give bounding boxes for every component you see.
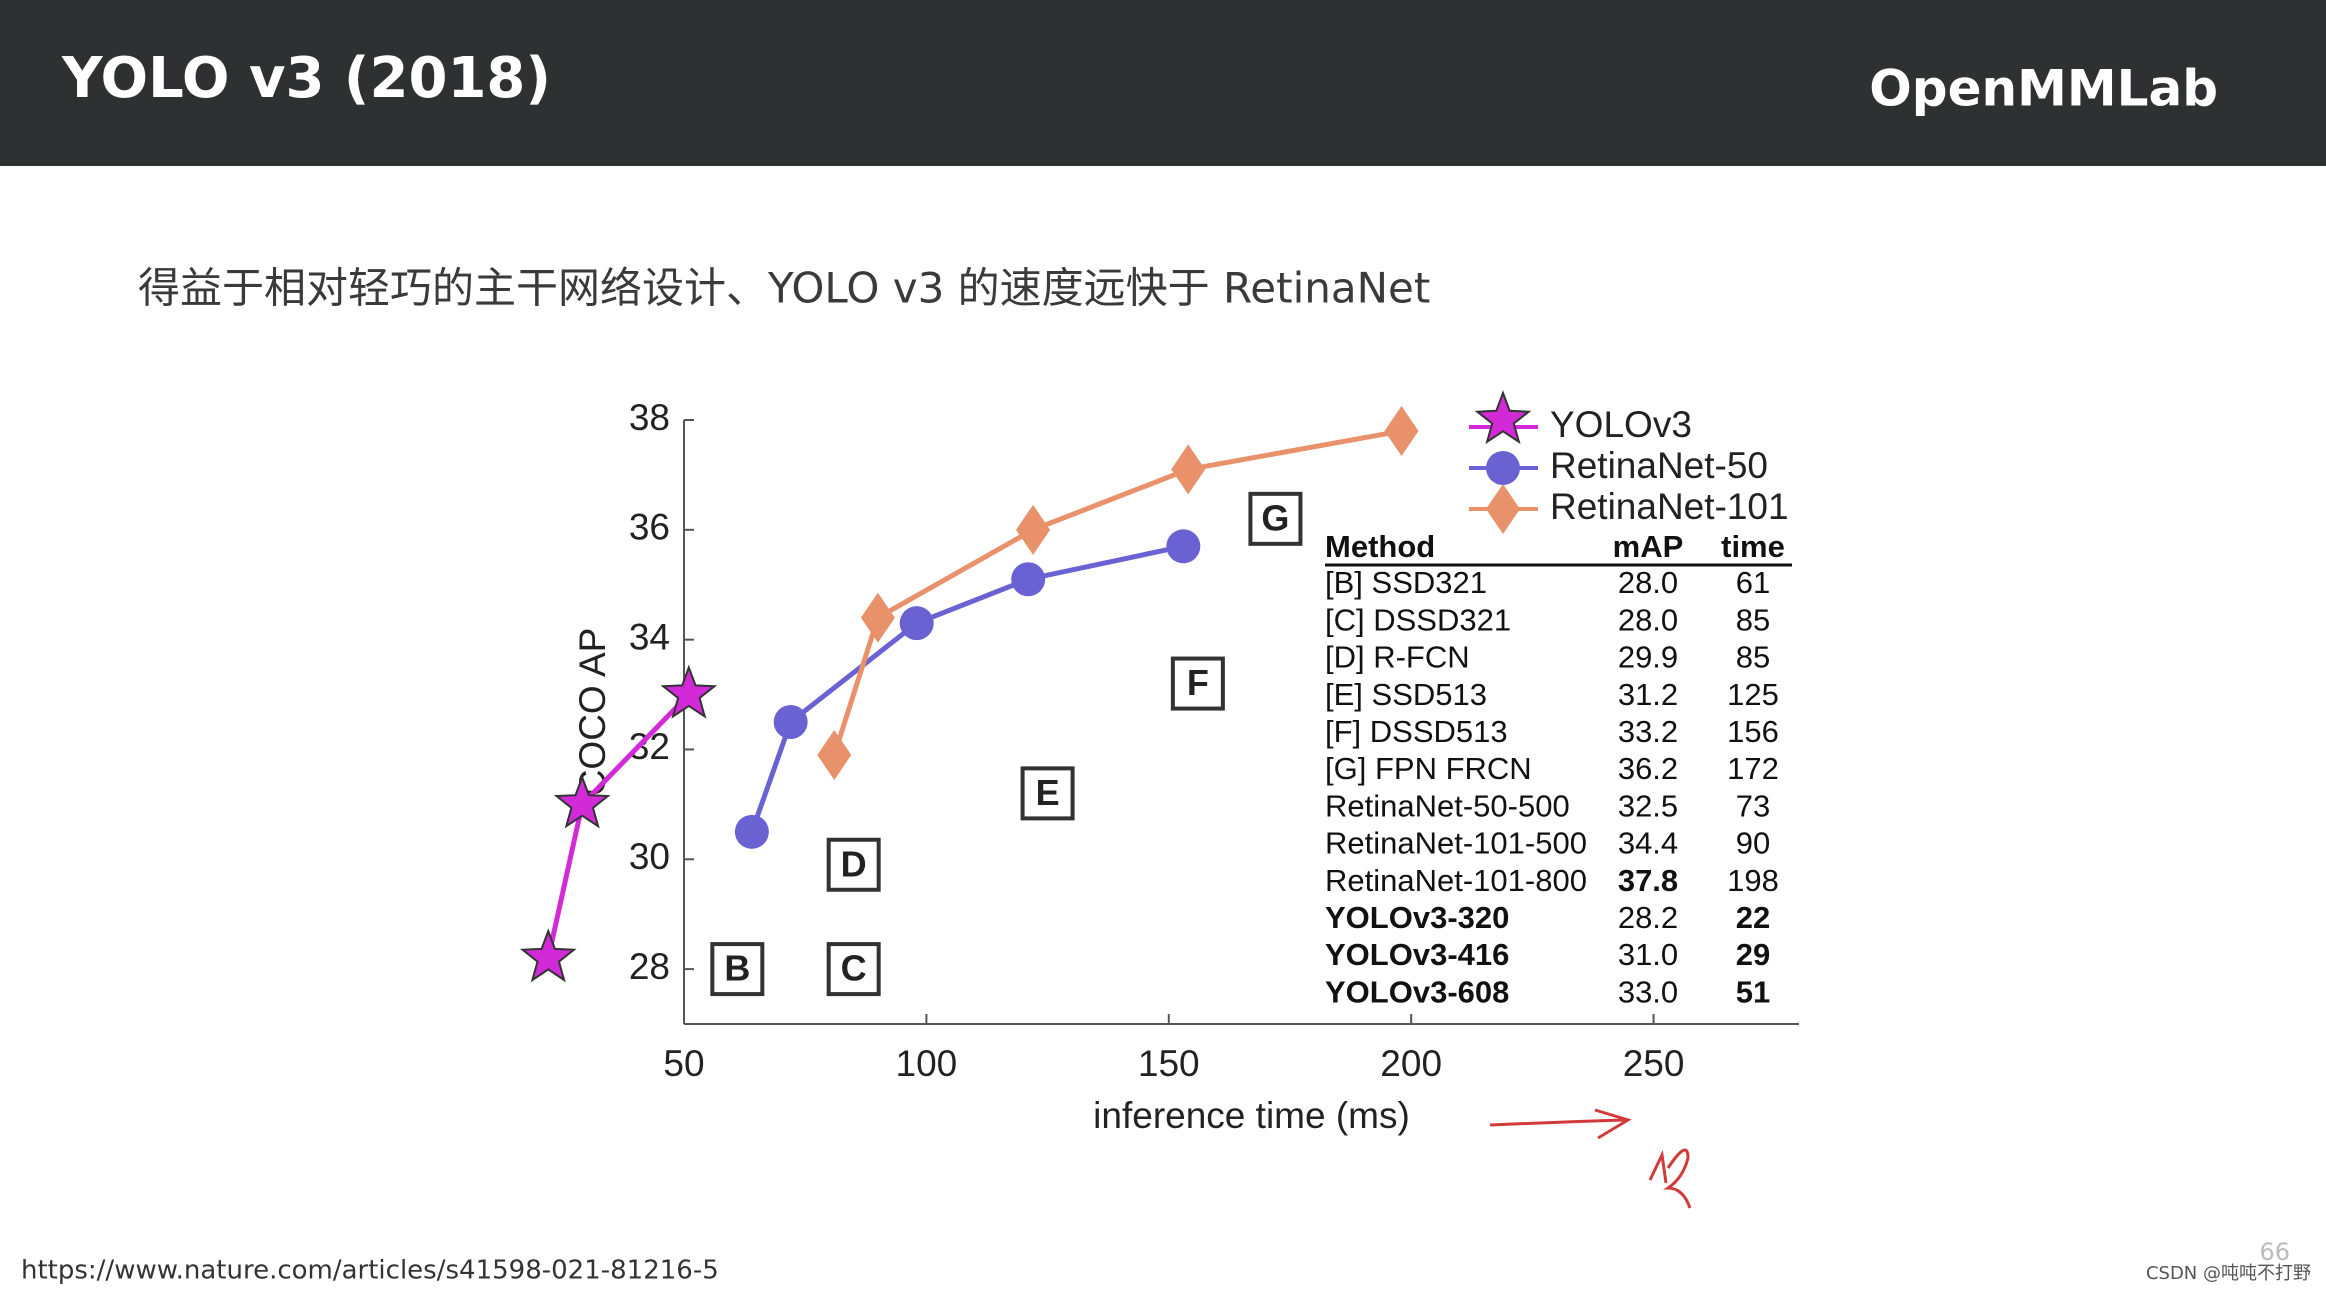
table-cell: 31.2 — [1618, 677, 1678, 712]
annotation-label: E — [1036, 772, 1060, 813]
legend-marker — [1486, 451, 1520, 485]
y-tick-label: 36 — [629, 507, 670, 548]
table-cell: [B] SSD321 — [1325, 565, 1487, 600]
table-cell: YOLOv3-608 — [1325, 974, 1509, 1009]
legend-label: YOLOv3 — [1550, 404, 1692, 445]
annotation-box — [1248, 491, 1303, 546]
data-point — [860, 592, 895, 643]
table-cell: 28.2 — [1618, 900, 1678, 935]
x-tick-label: 250 — [1623, 1043, 1685, 1084]
legend-marker — [1474, 390, 1532, 445]
y-tick-label: 34 — [629, 616, 670, 657]
table-cell: [E] SSD513 — [1325, 677, 1487, 712]
table-cell: [G] FPN FRCN — [1325, 751, 1532, 786]
table-cell: 85 — [1736, 602, 1770, 637]
table-cell: 85 — [1736, 640, 1770, 675]
legend-label: RetinaNet-101 — [1550, 486, 1789, 527]
x-tick-label: 150 — [1138, 1043, 1200, 1084]
data-point — [553, 774, 611, 829]
data-point — [899, 606, 934, 641]
data-point — [660, 664, 718, 719]
table-cell: 29 — [1736, 937, 1770, 972]
data-point — [1384, 405, 1419, 456]
legend-label: RetinaNet-50 — [1550, 445, 1768, 486]
annotation-label: C — [841, 948, 867, 989]
table-cell: 31.0 — [1618, 937, 1678, 972]
table-cell: 29.9 — [1618, 640, 1678, 675]
x-axis-label: inference time (ms) — [1093, 1095, 1410, 1136]
table-cell: 37.8 — [1618, 863, 1678, 898]
data-point — [1011, 562, 1046, 597]
table-cell: 33.2 — [1618, 714, 1678, 749]
table-header: mAP — [1613, 529, 1684, 564]
data-point — [1166, 529, 1201, 564]
table-cell: 125 — [1727, 677, 1779, 712]
data-point — [1171, 444, 1206, 495]
y-axis-label: COCO AP — [572, 628, 613, 797]
series-line — [831, 428, 1402, 756]
handwritten-arrow — [1489, 1108, 1632, 1140]
table-cell: 61 — [1736, 565, 1770, 600]
table-cell: RetinaNet-50-500 — [1325, 788, 1570, 823]
table-cell: [F] DSSD513 — [1325, 714, 1508, 749]
table-cell: 32.5 — [1618, 788, 1678, 823]
annotation-box — [1170, 656, 1225, 711]
annotation-label: B — [724, 948, 750, 989]
table-cell: YOLOv3-416 — [1325, 937, 1509, 972]
slide-title: YOLO v3 (2018) — [61, 46, 551, 111]
table-cell: 36.2 — [1618, 751, 1678, 786]
x-tick-label: 100 — [896, 1043, 958, 1084]
table-cell: 198 — [1727, 863, 1779, 898]
annotation-box — [826, 942, 881, 997]
y-tick-label: 28 — [629, 946, 670, 987]
table-cell: 73 — [1736, 788, 1770, 823]
source-url: https://www.nature.com/articles/s41598-0… — [21, 1256, 719, 1286]
data-point — [817, 729, 852, 780]
annotation-label: F — [1187, 662, 1209, 703]
table-header: Method — [1325, 529, 1435, 564]
table-cell: 34.4 — [1618, 826, 1678, 861]
table-cell: 51 — [1736, 974, 1770, 1009]
annotation-label: G — [1261, 497, 1289, 538]
annotation-box — [710, 942, 765, 997]
annotation-box — [826, 837, 881, 892]
table-cell: 90 — [1736, 826, 1770, 861]
data-point — [1016, 504, 1051, 555]
handwritten-mark — [1648, 1148, 1692, 1209]
watermark: CSDN @吨吨不打野 — [2146, 1263, 2311, 1284]
table-cell: YOLOv3-320 — [1325, 900, 1509, 935]
series-line — [749, 543, 1184, 833]
table-header: time — [1721, 529, 1785, 564]
table-cell: RetinaNet-101-800 — [1325, 863, 1587, 898]
header-bar — [0, 0, 2326, 166]
annotation-box — [1020, 766, 1075, 821]
subtitle: 得益于相对轻巧的主干网络设计、YOLO v3 的速度远快于 RetinaNet — [138, 264, 1430, 313]
x-tick-label: 50 — [663, 1043, 704, 1084]
table-cell: 33.0 — [1618, 974, 1678, 1009]
table-cell: 156 — [1727, 714, 1779, 749]
data-point — [519, 928, 577, 983]
logo: OpenMMLab — [1869, 60, 2218, 118]
y-tick-label: 38 — [629, 397, 670, 438]
data-point — [773, 705, 808, 739]
legend-marker — [1486, 484, 1520, 534]
table-cell: [C] DSSD321 — [1325, 602, 1511, 637]
x-tick-label: 200 — [1380, 1043, 1442, 1084]
annotation-label: D — [841, 843, 867, 884]
table-cell: 28.0 — [1618, 565, 1678, 600]
table-cell: 172 — [1727, 751, 1779, 786]
data-point — [734, 814, 769, 849]
page-number: 66 — [2259, 1238, 2290, 1266]
table-cell: [D] R-FCN — [1325, 640, 1470, 675]
table-cell: 28.0 — [1618, 602, 1678, 637]
table-cell: RetinaNet-101-500 — [1325, 826, 1587, 861]
y-tick-label: 30 — [629, 836, 670, 877]
table-cell: 22 — [1736, 900, 1770, 935]
